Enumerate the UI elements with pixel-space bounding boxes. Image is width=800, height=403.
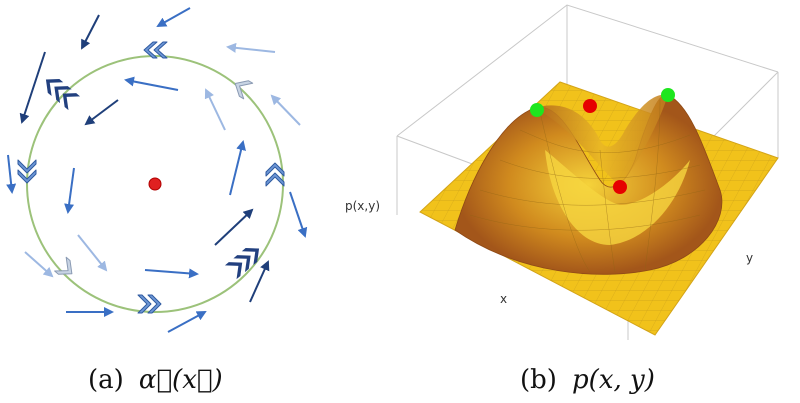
caption-a: (a) α⃗(x⃗)	[88, 365, 223, 395]
saddle-point	[613, 180, 627, 194]
field-arrow	[270, 94, 301, 126]
chevron-marker	[234, 80, 254, 100]
panel-a-vector-field: (a) α⃗(x⃗)	[6, 7, 308, 395]
field-arrow	[156, 7, 191, 27]
chevron-marker	[54, 256, 73, 275]
surface-hills	[454, 94, 723, 275]
chevron-marker	[143, 41, 168, 59]
field-arrow	[77, 234, 108, 272]
field-arrow	[64, 167, 75, 214]
field-arrow	[289, 191, 308, 238]
panel-b-surface-plot: p(x,y) x y (b) p(x, y)	[345, 4, 779, 395]
axis-x-label: x	[500, 292, 507, 306]
field-arrow	[81, 14, 100, 50]
flow-chevrons	[17, 41, 285, 314]
field-arrow	[84, 99, 119, 126]
field-arrow	[124, 76, 179, 91]
field-arrow	[249, 260, 270, 303]
field-arrow	[19, 51, 46, 124]
chevron-marker	[17, 159, 37, 184]
center-point	[148, 177, 162, 191]
field-arrow	[214, 208, 254, 246]
field-arrow	[167, 311, 207, 333]
chevron-marker	[224, 248, 260, 280]
hill-ridge	[535, 94, 668, 186]
hill-highlight	[545, 150, 690, 245]
chevron-marker	[45, 79, 81, 111]
field-arrow	[229, 140, 246, 196]
field-arrow	[226, 42, 276, 53]
chevron-marker	[265, 162, 285, 187]
axis-y-label: y	[746, 251, 753, 265]
field-arrow	[6, 154, 17, 194]
chevron-marker	[137, 294, 162, 314]
maximum-point	[661, 88, 675, 102]
maximum-point	[530, 103, 544, 117]
axis-z-label: p(x,y)	[345, 199, 380, 213]
field-arrows	[6, 7, 308, 333]
field-arrow	[204, 88, 226, 131]
field-arrow	[24, 251, 54, 278]
caption-b: (b) p(x, y)	[520, 365, 655, 395]
saddle-point	[583, 99, 597, 113]
field-arrow	[144, 268, 199, 279]
